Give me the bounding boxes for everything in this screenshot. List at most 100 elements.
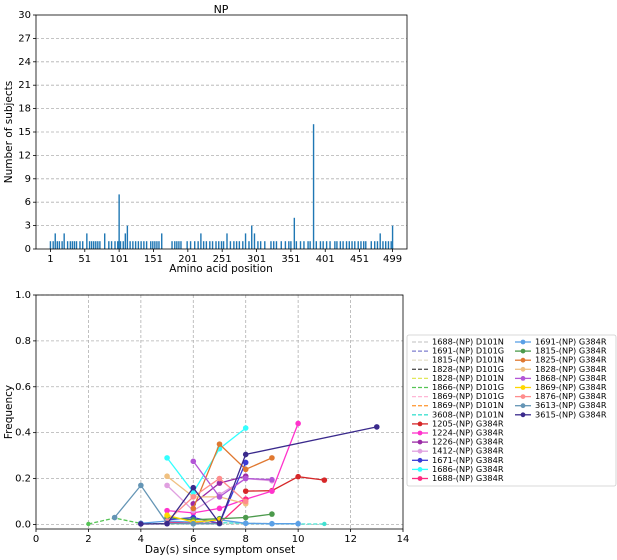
legend-entry: 1224-(NP) G384R: [412, 428, 504, 438]
bar: [226, 233, 228, 249]
bar: [248, 241, 250, 249]
legend-label: 1205-(NP) G384R: [432, 418, 504, 428]
series-line: [140, 426, 377, 525]
series-line: [166, 475, 246, 505]
line-ytick-label: 0.6: [15, 382, 31, 393]
legend-swatch-marker: [520, 366, 526, 372]
bar: [363, 241, 365, 249]
legend-entry: 1691-(NP) G384R: [515, 337, 607, 347]
bar: [382, 241, 384, 249]
bar: [140, 241, 142, 249]
series-point: [242, 459, 249, 466]
legend-entry: 1828-(NP) D101N: [412, 373, 504, 383]
series-point: [269, 455, 275, 461]
bar: [312, 124, 315, 249]
bar: [79, 241, 81, 249]
bar: [99, 241, 101, 249]
bar: [118, 194, 120, 249]
legend-label: 3613-(NP) G384R: [535, 400, 607, 410]
bar: [374, 241, 376, 249]
bar: [257, 241, 259, 249]
line-ytick-label: 0.4: [15, 428, 31, 439]
bar: [325, 241, 328, 249]
bar-xtick-label: 251: [213, 254, 232, 265]
bar: [370, 241, 372, 249]
legend-swatch-marker: [520, 385, 526, 390]
series-point: [242, 488, 249, 494]
line-xtick-label: 10: [292, 534, 305, 545]
legend-swatch-marker: [417, 448, 423, 454]
bar: [156, 241, 158, 249]
series-point: [86, 521, 91, 527]
legend-entry: 1205-(NP) G384R: [412, 418, 504, 428]
series-point: [242, 498, 249, 505]
bar: [235, 241, 238, 249]
series-line: [245, 476, 325, 492]
bar-chart-gridlines: [36, 38, 407, 227]
legend-swatch-marker: [417, 467, 423, 472]
legend-label: 1691-(NP) G384R: [535, 337, 607, 347]
bar: [209, 241, 211, 249]
bar: [259, 241, 262, 249]
bar: [280, 241, 282, 249]
legend-entry: 3615-(NP) G384R: [515, 409, 607, 419]
bar: [119, 241, 122, 249]
legend-entry: 1226-(NP) G384R: [412, 437, 504, 447]
legend-label: 1686-(NP) G384R: [432, 464, 504, 474]
legend-entry: 3608-(NP) D101N: [412, 409, 504, 419]
series-point: [138, 482, 144, 489]
bar-ytick-label: 3: [25, 221, 31, 232]
bar: [379, 233, 381, 249]
series-1825-np-g384r: [190, 441, 275, 512]
legend-label: 3608-(NP) D101N: [432, 409, 504, 419]
series-point: [216, 475, 223, 482]
bar: [229, 241, 232, 249]
legend-swatch-marker: [417, 430, 423, 436]
bar: [336, 241, 338, 249]
bar-ytick-label: 21: [18, 80, 31, 91]
series-point: [111, 514, 118, 521]
bar: [275, 241, 278, 249]
bar: [58, 241, 61, 249]
bar-chart-ylabel: Number of subjects: [3, 81, 15, 184]
bar: [189, 241, 192, 249]
bar: [126, 225, 129, 249]
bar: [238, 241, 241, 249]
legend-entry: 1688-(NP) G384R: [412, 473, 504, 483]
bar: [385, 241, 387, 249]
bar: [365, 241, 367, 249]
legend-entry: 1869-(NP) G384R: [515, 382, 607, 392]
line-chart-xlabel: Day(s) since symptom onset: [145, 544, 295, 556]
bar: [351, 241, 353, 249]
bar: [222, 241, 225, 249]
legend-label: 3615-(NP) G384R: [535, 409, 607, 419]
legend-label: 1688-(NP) G384R: [432, 473, 504, 483]
series-point: [164, 455, 170, 461]
legend-swatch-marker: [520, 403, 526, 409]
bar: [174, 241, 176, 249]
series-point: [138, 521, 144, 527]
bar: [176, 241, 178, 249]
legend-swatch-marker: [520, 394, 526, 399]
legend-entry: 1688-(NP) D101N: [412, 337, 504, 347]
legend-box: [406, 334, 617, 487]
legend-entry: 1869-(NP) D101N: [412, 400, 504, 410]
series-point: [242, 466, 249, 473]
bar: [220, 241, 223, 249]
series-point: [190, 458, 197, 465]
bar: [233, 241, 235, 249]
legend-label: 1868-(NP) G384R: [535, 373, 607, 383]
line-ytick-label: 1.0: [15, 290, 31, 301]
bar-ytick-label: 18: [18, 104, 31, 115]
legend-label: 1226-(NP) G384R: [432, 437, 504, 447]
series-point: [322, 521, 327, 527]
series-point: [190, 505, 197, 512]
series-point: [269, 476, 275, 483]
bar: [342, 241, 344, 249]
line-xtick-label: 8: [243, 534, 249, 545]
line-ytick-label: 0.2: [15, 474, 31, 485]
legend-entry: 1671-(NP) G384R: [412, 455, 504, 465]
bar: [95, 241, 97, 249]
series-point: [321, 477, 328, 483]
legend-label: 1828-(NP) D101G: [432, 364, 504, 374]
